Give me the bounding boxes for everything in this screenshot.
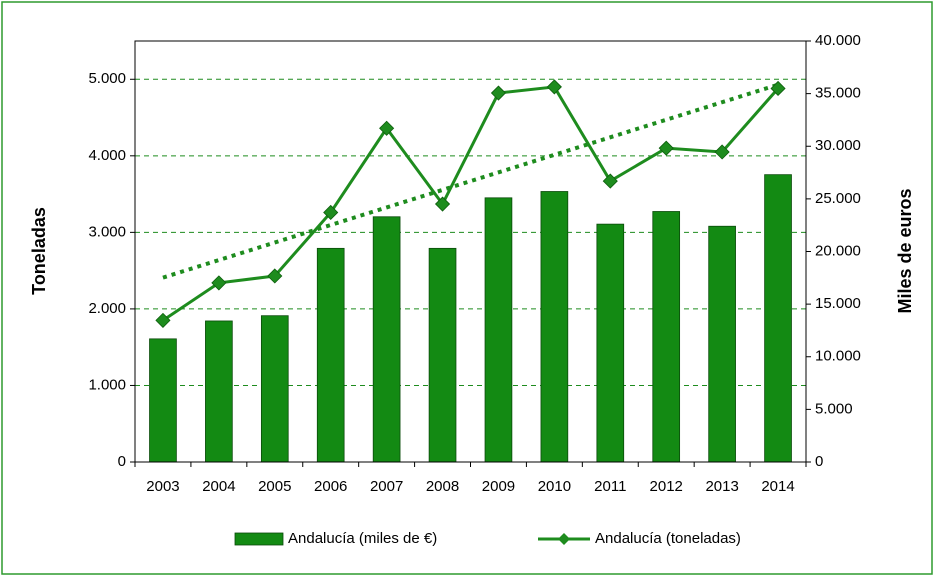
bar xyxy=(428,247,457,463)
y-tick-label: 4.000 xyxy=(88,147,126,164)
legend-label: Andalucía (miles de €) xyxy=(288,530,437,547)
x-tick-label: 2011 xyxy=(594,478,626,495)
y-axis-label: Toneladas xyxy=(29,207,49,295)
marker xyxy=(714,144,730,160)
bar xyxy=(540,191,569,463)
x-tick-label: 2007 xyxy=(370,478,403,495)
x-tick-label: 2014 xyxy=(761,478,794,495)
y2-axis-label: Miles de euros xyxy=(895,188,915,313)
y2-tick-label: 35.000 xyxy=(815,85,861,102)
legend-label: Andalucía (toneladas) xyxy=(595,530,741,547)
legend-marker xyxy=(558,533,570,545)
marker xyxy=(658,140,674,156)
x-tick-label: 2009 xyxy=(482,478,515,495)
marker xyxy=(211,275,227,291)
y-tick-label: 2.000 xyxy=(88,300,126,317)
bar xyxy=(484,197,513,463)
x-tick-label: 2006 xyxy=(314,478,347,495)
y2-tick-label: 25.000 xyxy=(815,190,861,207)
x-tick-label: 2010 xyxy=(538,478,571,495)
marker xyxy=(490,85,507,101)
marker xyxy=(155,312,171,328)
x-tick-label: 2013 xyxy=(705,478,738,495)
x-tick-label: 2012 xyxy=(650,478,683,495)
y2-tick-label: 15.000 xyxy=(815,295,861,312)
bar xyxy=(316,247,345,463)
bar xyxy=(372,216,401,463)
x-tick-label: 2003 xyxy=(146,478,179,495)
line xyxy=(162,85,780,322)
marker xyxy=(770,80,786,97)
bar xyxy=(708,225,736,463)
y2-tick-label: 5.000 xyxy=(815,400,853,417)
x-tick-label: 2005 xyxy=(258,478,291,495)
y2-tick-label: 40.000 xyxy=(815,32,861,49)
y-tick-label: 3.000 xyxy=(88,223,126,240)
marker xyxy=(323,204,339,221)
x-tick-label: 2008 xyxy=(426,478,459,495)
bar xyxy=(596,223,625,463)
y-tick-label: 0 xyxy=(118,453,126,470)
y2-tick-label: 0 xyxy=(815,453,823,470)
bar xyxy=(764,174,792,463)
y2-tick-label: 30.000 xyxy=(815,137,861,154)
marker xyxy=(267,268,283,284)
plot-border xyxy=(134,40,807,463)
marker xyxy=(546,79,562,95)
y2-tick-label: 10.000 xyxy=(815,348,861,365)
y2-tick-label: 20.000 xyxy=(815,242,861,259)
marker xyxy=(602,173,618,189)
bar xyxy=(205,320,233,463)
bar xyxy=(652,211,681,463)
bar xyxy=(149,338,177,463)
y-tick-label: 5.000 xyxy=(88,70,126,87)
plot-area xyxy=(135,41,806,462)
y-tick-label: 1.000 xyxy=(88,376,126,393)
marker xyxy=(434,196,451,212)
bar xyxy=(260,315,289,463)
x-tick-label: 2004 xyxy=(202,478,235,495)
marker xyxy=(379,120,395,136)
legend-swatch xyxy=(234,532,284,546)
